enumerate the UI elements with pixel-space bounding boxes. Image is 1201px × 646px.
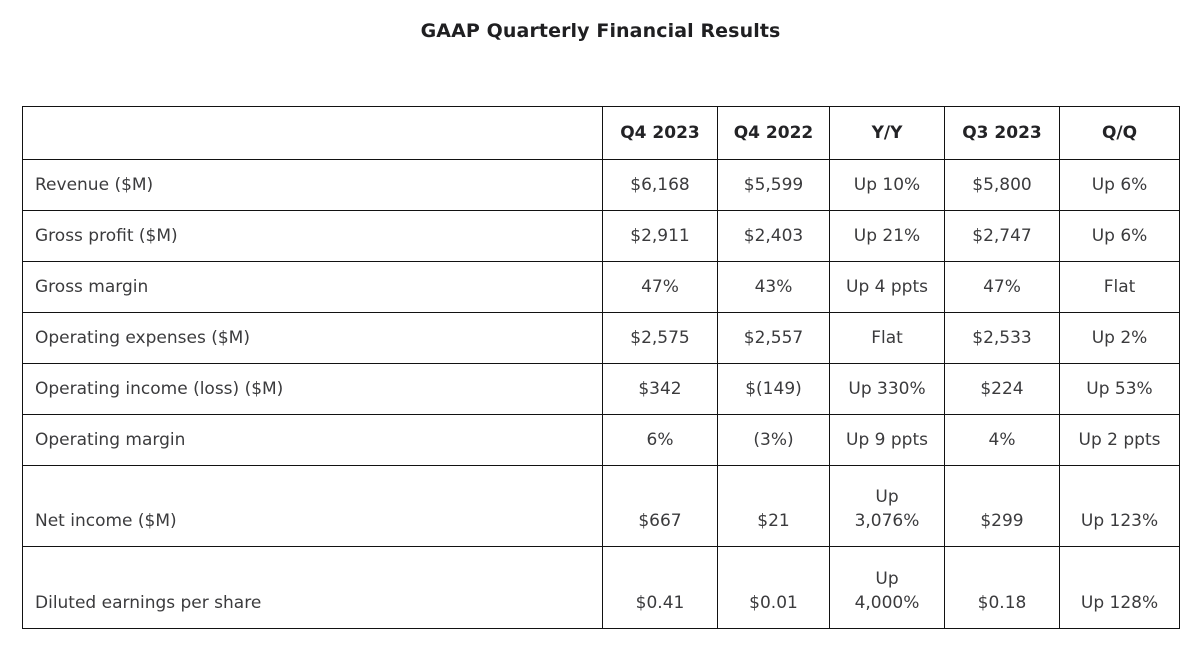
row-label: Net income ($M) [22,465,603,547]
row-label: Revenue ($M) [22,159,603,211]
cell-value: Up 2 ppts [1059,414,1180,466]
cell-value: Up 3,076% [829,465,945,547]
cell-value: Up 4,000% [829,546,945,629]
cell-value: $342 [602,363,718,415]
cell-value: Up 6% [1059,210,1180,262]
cell-value: $21 [717,465,830,547]
row-label: Operating expenses ($M) [22,312,603,364]
cell-value: Up 53% [1059,363,1180,415]
table-row-operating-expenses: Operating expenses ($M) $2,575 $2,557 Fl… [22,312,1180,364]
cell-value: Up 9 ppts [829,414,945,466]
cell-value: Up 10% [829,159,945,211]
cell-value: $2,575 [602,312,718,364]
cell-value: $667 [602,465,718,547]
table-row-net-income: Net income ($M) $667 $21 Up 3,076% $299 … [22,465,1180,547]
cell-value: 6% [602,414,718,466]
cell-value: 47% [944,261,1060,313]
row-label: Operating income (loss) ($M) [22,363,603,415]
cell-value: $0.01 [717,546,830,629]
row-label: Gross margin [22,261,603,313]
cell-value: Up 21% [829,210,945,262]
cell-value: Up 6% [1059,159,1180,211]
cell-value: $6,168 [602,159,718,211]
table-header-row: Q4 2023 Q4 2022 Y/Y Q3 2023 Q/Q [22,106,1180,160]
cell-value: Up 330% [829,363,945,415]
cell-value: $5,800 [944,159,1060,211]
cell-value: Flat [1059,261,1180,313]
cell-value: $2,533 [944,312,1060,364]
cell-value: (3%) [717,414,830,466]
cell-value: Up 123% [1059,465,1180,547]
table-row-operating-income: Operating income (loss) ($M) $342 $(149)… [22,363,1180,415]
cell-value: $2,747 [944,210,1060,262]
cell-value: $2,403 [717,210,830,262]
row-label: Diluted earnings per share [22,546,603,629]
cell-value: $(149) [717,363,830,415]
table-row-gross-margin: Gross margin 47% 43% Up 4 ppts 47% Flat [22,261,1180,313]
table-row-gross-profit: Gross profit ($M) $2,911 $2,403 Up 21% $… [22,210,1180,262]
cell-value: 4% [944,414,1060,466]
financial-results-table: Q4 2023 Q4 2022 Y/Y Q3 2023 Q/Q Revenue … [22,106,1180,629]
column-header-q4-2023: Q4 2023 [602,106,718,160]
cell-value: $5,599 [717,159,830,211]
cell-value: $0.18 [944,546,1060,629]
row-label: Gross profit ($M) [22,210,603,262]
cell-value: Up 4 ppts [829,261,945,313]
column-header-qq: Q/Q [1059,106,1180,160]
cell-value: Up 2% [1059,312,1180,364]
column-header-q3-2023: Q3 2023 [944,106,1060,160]
column-header-yy: Y/Y [829,106,945,160]
cell-value: $2,557 [717,312,830,364]
page-title: GAAP Quarterly Financial Results [420,20,781,42]
cell-value: $224 [944,363,1060,415]
cell-value: $2,911 [602,210,718,262]
cell-value: $299 [944,465,1060,547]
cell-value: Flat [829,312,945,364]
cell-value: Up 128% [1059,546,1180,629]
cell-value: 43% [717,261,830,313]
column-header-empty [22,106,603,160]
table-row-revenue: Revenue ($M) $6,168 $5,599 Up 10% $5,800… [22,159,1180,211]
column-header-q4-2022: Q4 2022 [717,106,830,160]
table-row-diluted-eps: Diluted earnings per share $0.41 $0.01 U… [22,546,1180,629]
cell-value: $0.41 [602,546,718,629]
row-label: Operating margin [22,414,603,466]
table-row-operating-margin: Operating margin 6% (3%) Up 9 ppts 4% Up… [22,414,1180,466]
cell-value: 47% [602,261,718,313]
